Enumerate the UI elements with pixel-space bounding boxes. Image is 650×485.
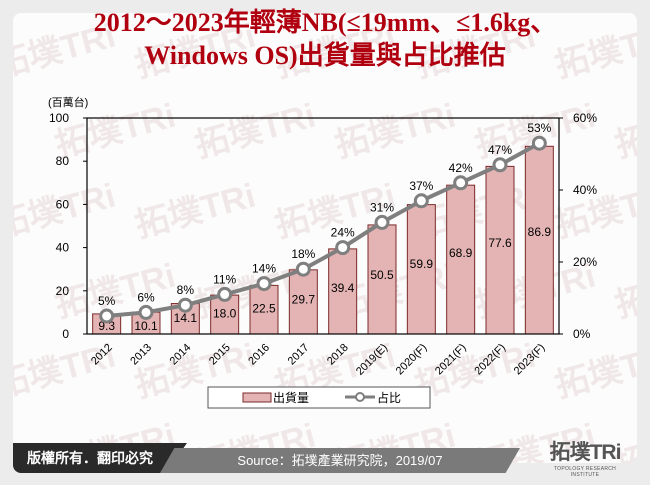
- bar: [249, 284, 279, 335]
- bar-value-label: 9.3: [98, 319, 115, 333]
- y-tick-label: 20: [56, 284, 70, 298]
- bar-value-label: 59.9: [410, 257, 434, 271]
- bar: [446, 184, 476, 335]
- y2-tick-label: 60%: [573, 111, 597, 125]
- bar-value-label: 77.6: [488, 236, 512, 250]
- logo-main: 拓墣TRi: [549, 441, 622, 464]
- line-marker: [531, 135, 547, 151]
- y2-tick-label: 40%: [573, 183, 597, 197]
- x-tick-label: 2016: [246, 342, 272, 368]
- line-value-label: 18%: [291, 247, 315, 261]
- bar-value-label: 50.5: [370, 268, 394, 282]
- line-value-label: 53%: [527, 121, 551, 135]
- x-tick-label: 2015: [207, 342, 233, 368]
- bar: [367, 224, 397, 335]
- line-value-label: 5%: [98, 294, 116, 308]
- line-marker: [99, 308, 115, 324]
- legend-bar-label: 出貨量: [273, 390, 309, 405]
- source-banner: Source：拓墣產業研究院，2019/07: [160, 448, 520, 473]
- line-marker: [453, 175, 469, 191]
- axes: 0 20 40 60 80 100 0% 20% 40% 60% 2012 2013 2014 2015 2…: [49, 111, 597, 378]
- x-tick-label: 2020(F): [394, 342, 430, 378]
- x-tick-label: 2013: [128, 342, 154, 368]
- line-value-label: 31%: [370, 200, 394, 214]
- bar-value-label: 22.5: [252, 301, 276, 315]
- x-tick-label: 2023(F): [512, 342, 548, 378]
- line-marker: [217, 286, 233, 302]
- line-value-label: 37%: [409, 179, 433, 193]
- bar-value-label: 68.9: [449, 246, 473, 260]
- title-line-2: Windows OS)出貨量與占比推估: [144, 41, 506, 70]
- legend-bar-swatch: [242, 392, 272, 403]
- line-marker: [295, 261, 311, 277]
- copyright-banner: 版權所有．翻印必究: [13, 443, 187, 473]
- y-axis-title: (百萬台): [48, 95, 88, 109]
- line-value-label: 11%: [213, 272, 236, 286]
- y-tick-label: 40: [56, 241, 70, 255]
- y2-tick-label: 0%: [573, 327, 591, 341]
- logo-sub: TOPOLOGY RESEARCH INSTITUTE: [553, 466, 617, 478]
- bar: [524, 145, 554, 335]
- y-tick-label: 100: [49, 111, 69, 125]
- y2-tick-label: 20%: [573, 255, 597, 269]
- bar: [485, 165, 515, 335]
- x-tick-label: 2021(F): [433, 342, 469, 378]
- chart-title: 2012～2023年輕薄NB(≤19mm、≤1.6kg、 Windows OS)…: [0, 6, 650, 72]
- line-marker: [374, 214, 390, 230]
- bar-value-label: 86.9: [528, 225, 552, 239]
- line-value-label: 47%: [488, 143, 512, 157]
- y-tick-label: 80: [56, 154, 70, 168]
- x-tick-label: 2014: [168, 342, 194, 368]
- legend: 出貨量 占比: [207, 386, 431, 409]
- line-marker: [335, 240, 351, 256]
- line-marker: [413, 193, 429, 209]
- line-value-label: 42%: [449, 161, 473, 175]
- tri-logo: 拓墣TRi TOPOLOGY RESEARCH INSTITUTE: [540, 436, 630, 478]
- bar-value-label: 18.0: [213, 307, 237, 321]
- bar-value-label: 10.1: [134, 319, 158, 333]
- x-tick-label: 2022(F): [472, 342, 508, 378]
- y-tick-label: 0: [62, 327, 69, 341]
- bar-series: 9.3 10.1 14.1 18.0 22.5 29.7 39.4 50.5 59.9 68.9 7…: [92, 145, 554, 335]
- line-value-label: 14%: [252, 262, 276, 276]
- bar-value-label: 29.7: [292, 293, 316, 307]
- x-tick-label: 2012: [89, 342, 115, 368]
- line-marker: [492, 157, 508, 173]
- legend-line-marker: [355, 392, 365, 402]
- line-value-label: 24%: [331, 226, 355, 240]
- line-value-label: 6%: [137, 290, 155, 304]
- line-series: 5% 6% 8% 11% 14% 18% 24% 31% 37% 42% 47% 53%: [98, 121, 552, 324]
- line-marker: [177, 297, 193, 313]
- bar-value-label: 14.1: [174, 311, 198, 325]
- line-value-label: 8%: [177, 283, 195, 297]
- plot-frame: [86, 117, 560, 335]
- bar-value-label: 39.4: [331, 281, 355, 295]
- x-tick-label: 2017: [286, 342, 312, 368]
- line-marker: [256, 276, 272, 292]
- legend-box: [207, 386, 431, 409]
- x-tick-label: 2019(E): [354, 342, 390, 378]
- title-line-1: 2012～2023年輕薄NB(≤19mm、≤1.6kg、: [93, 8, 557, 37]
- x-tick-label: 2018: [325, 342, 351, 368]
- legend-line-label: 占比: [377, 390, 401, 405]
- y-tick-label: 60: [56, 197, 70, 211]
- line-marker: [138, 304, 154, 320]
